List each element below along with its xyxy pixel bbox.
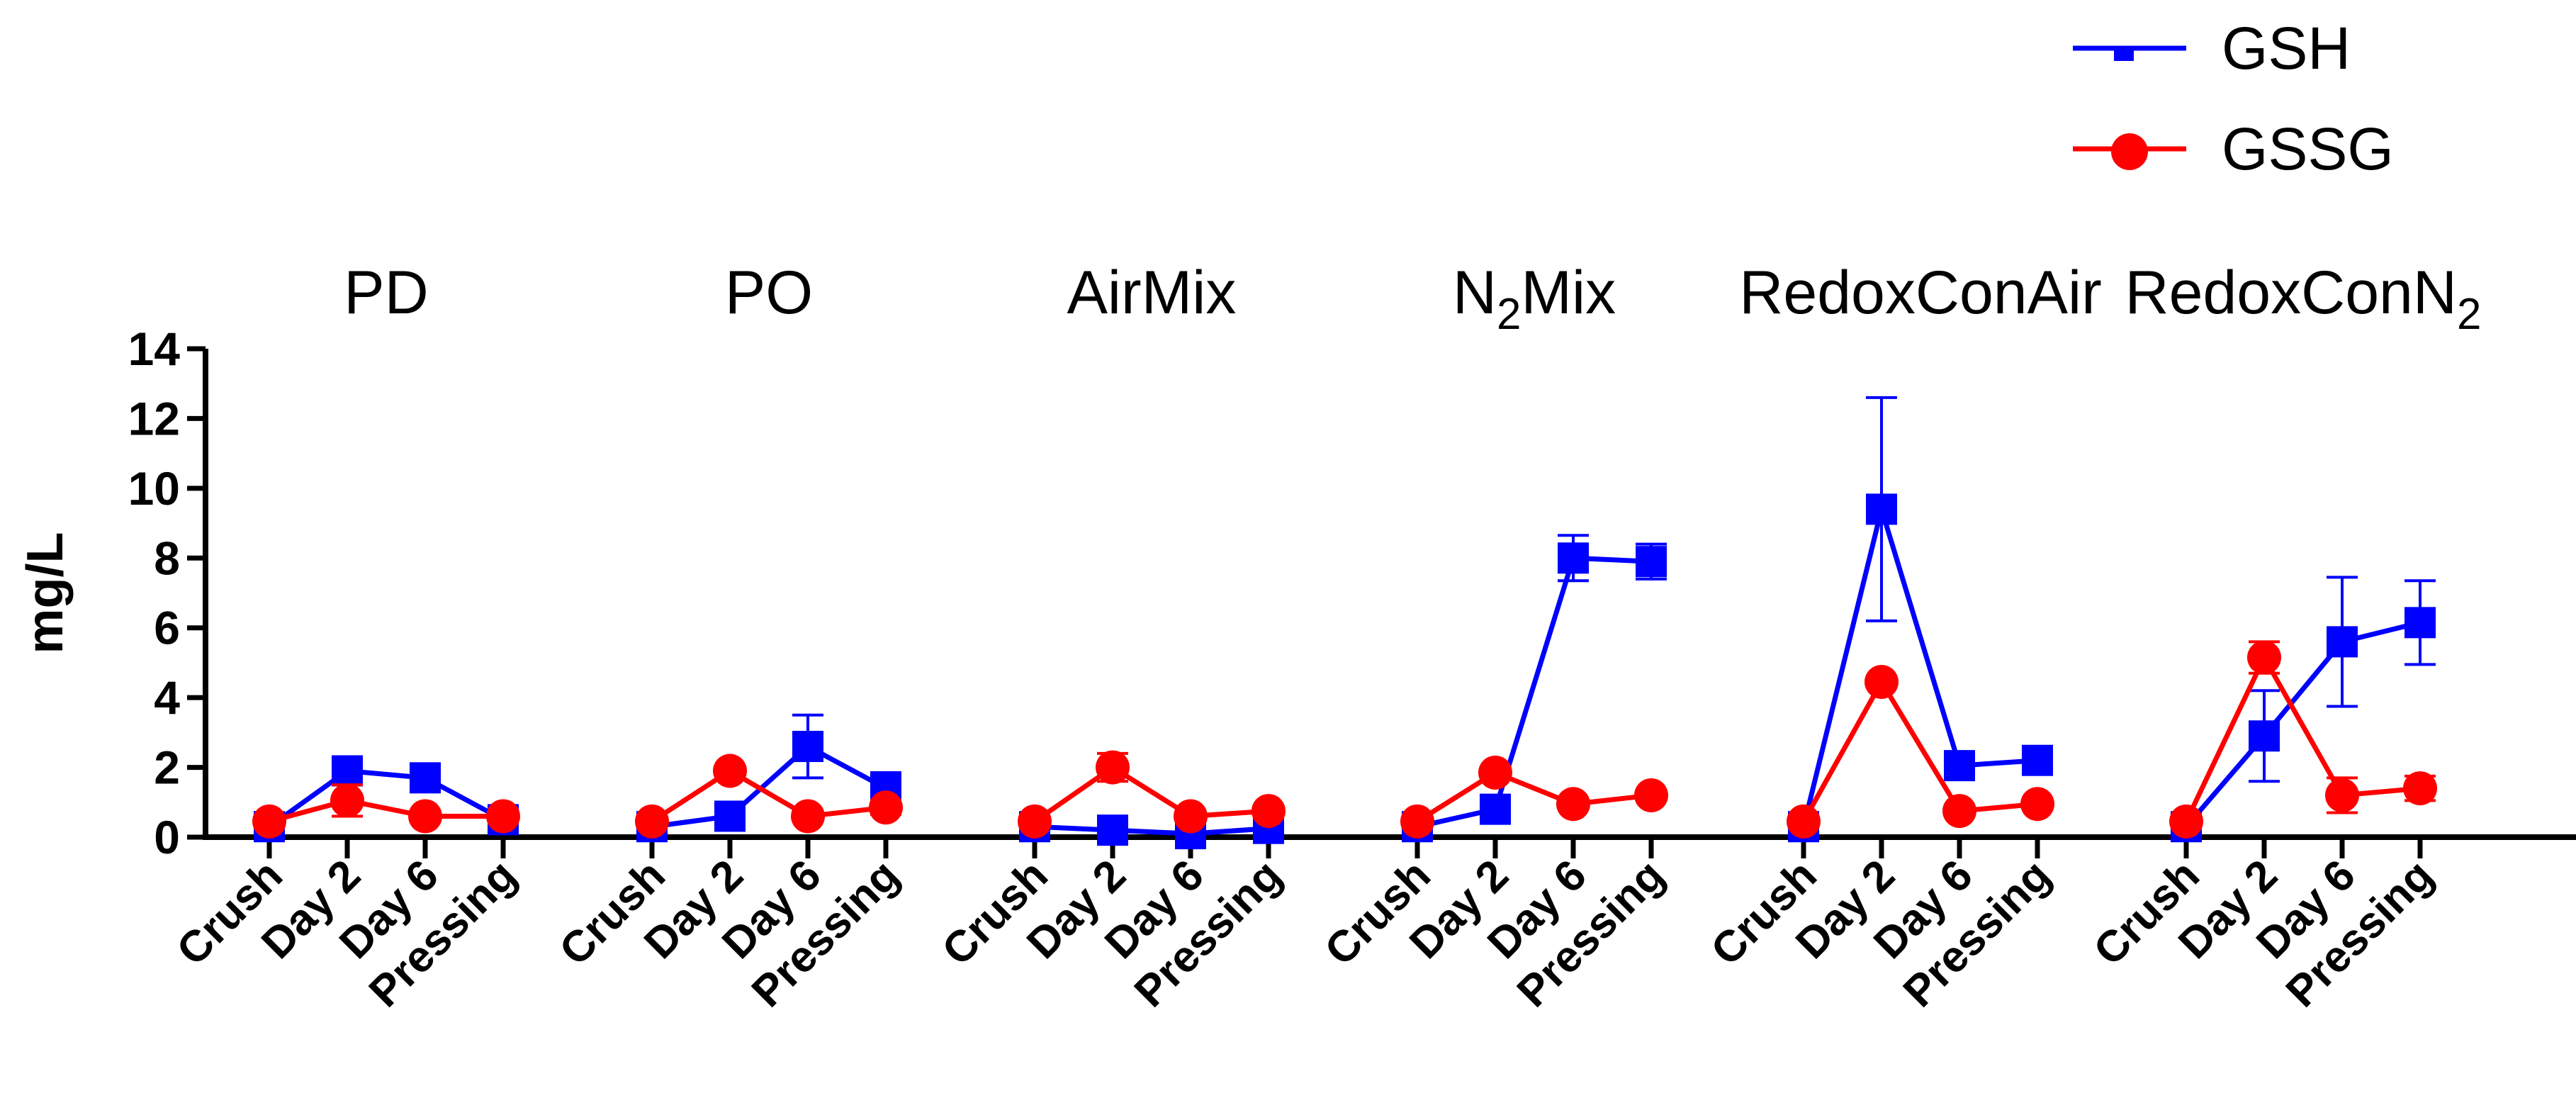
gsh-point xyxy=(2022,744,2053,776)
gssg-point xyxy=(2247,640,2281,675)
y-tick-label: 8 xyxy=(154,532,180,584)
gsh-point xyxy=(1866,493,1897,525)
gsh-series-line xyxy=(651,744,887,829)
gssg-point xyxy=(408,799,442,834)
gssg-point xyxy=(486,799,520,834)
y-tick-label: 0 xyxy=(154,811,180,863)
gsh-point xyxy=(1480,793,1511,825)
gsh-series-line xyxy=(267,768,505,829)
gsh-point xyxy=(1636,546,1667,578)
gssg-point xyxy=(1174,799,1208,834)
gssg-point xyxy=(1252,794,1286,829)
gssg-point xyxy=(1787,804,1821,839)
gssg-point xyxy=(1018,804,1052,839)
gssg-point xyxy=(635,804,669,839)
group-title: AirMix xyxy=(1067,259,1237,327)
gssg-series-line xyxy=(1801,679,2038,823)
gssg-point xyxy=(252,804,286,839)
legend-gssg-label: GSSG xyxy=(2222,116,2394,182)
legend-gsh-marker xyxy=(2114,48,2134,61)
gssg-point xyxy=(791,799,825,834)
y-tick-label: 6 xyxy=(154,602,180,654)
gsh-series-line xyxy=(1034,824,1269,836)
group-title: N2Mix xyxy=(1453,259,1616,339)
y-tick-label: 10 xyxy=(128,462,180,515)
gssg-point xyxy=(1478,755,1512,790)
gsh-point xyxy=(410,762,441,794)
gssg-point xyxy=(2403,771,2437,806)
y-tick-label: 4 xyxy=(154,671,180,724)
group-titles: PD PO AirMix N2Mix RedoxConAir RedoxConN2 xyxy=(344,259,2481,339)
gssg-series-line xyxy=(651,768,887,824)
legend-gssg-marker xyxy=(2111,133,2148,170)
group-title: RedoxConAir xyxy=(1739,259,2101,327)
gssg-point xyxy=(1556,787,1590,822)
gsh-point xyxy=(2249,720,2280,752)
y-tick-label: 12 xyxy=(128,392,180,444)
gssg-point xyxy=(869,790,903,825)
legend: GSH GSSG xyxy=(2073,15,2394,182)
gsh-point xyxy=(1944,750,1975,782)
gssg-point xyxy=(2020,787,2054,822)
gsh-point xyxy=(2327,626,2358,658)
y-axis-title: mg/L xyxy=(17,532,74,654)
gsh-point xyxy=(1558,542,1589,574)
gssg-point xyxy=(2325,778,2359,812)
group-title: PO xyxy=(725,259,813,327)
gssg-series-line xyxy=(2183,655,2421,823)
gssg-series-line xyxy=(1033,765,1269,824)
group-title: PD xyxy=(344,259,428,327)
plot-area xyxy=(252,396,2437,850)
gssg-series-line xyxy=(1416,770,1652,824)
gssg-point xyxy=(330,783,364,818)
gsh-point xyxy=(714,800,746,832)
gssg-point xyxy=(713,754,747,788)
gsh-point xyxy=(792,731,823,763)
gssg-point xyxy=(1634,778,1668,812)
y-tick-label: 14 xyxy=(128,323,181,375)
gssg-point xyxy=(2169,804,2203,839)
axes: 0 2 4 6 8 10 12 14 mg/L xyxy=(17,323,2576,863)
gsh-series-line xyxy=(1417,555,1652,829)
gssg-point xyxy=(1400,804,1434,839)
legend-gsh-label: GSH xyxy=(2222,15,2351,82)
gsh-series-line xyxy=(2184,620,2421,829)
gsh-point xyxy=(1097,814,1128,846)
gssg-point xyxy=(1864,664,1899,699)
gsh-point xyxy=(332,755,363,787)
gssg-point xyxy=(1942,794,1976,829)
group-title: RedoxConN2 xyxy=(2125,259,2482,339)
gssg-series-line xyxy=(269,797,503,824)
gsh-point xyxy=(2405,607,2436,639)
y-tick-label: 2 xyxy=(154,741,180,794)
gsh-series-line xyxy=(1801,506,2038,828)
gssg-point xyxy=(1096,750,1130,785)
